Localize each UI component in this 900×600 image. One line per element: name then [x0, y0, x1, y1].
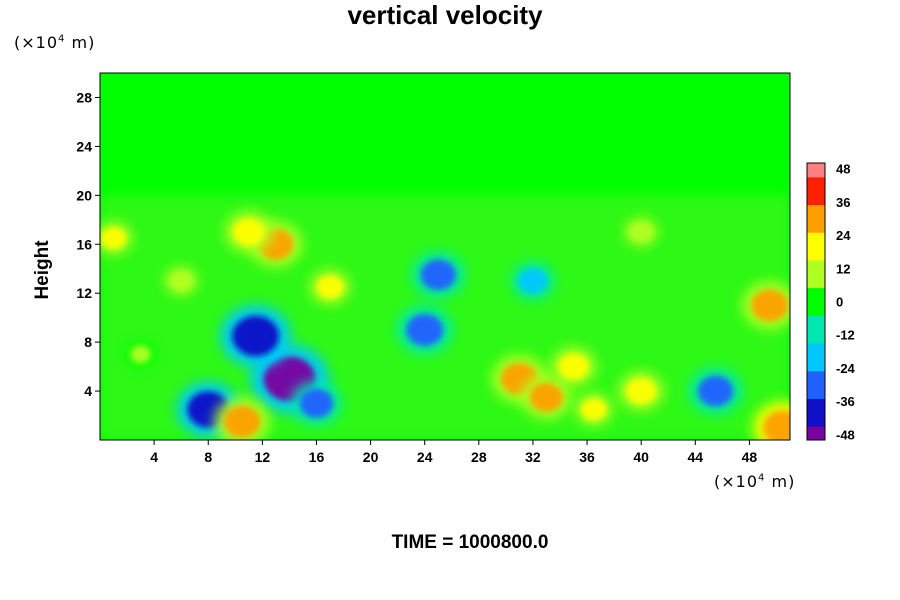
- x-tick-label: 24: [417, 449, 433, 465]
- colorbar-band: [807, 163, 825, 171]
- colorbar-band: [807, 204, 825, 212]
- colorbar-band: [807, 384, 825, 393]
- colorbar-band: [807, 433, 825, 441]
- plot-area: [100, 73, 790, 440]
- velocity-feature: [688, 367, 743, 415]
- colorbar-tick-label: -12: [836, 328, 855, 343]
- velocity-feature: [213, 397, 271, 440]
- colorbar-band: [807, 280, 825, 289]
- colorbar-band: [807, 287, 825, 296]
- x-tick-label: 28: [471, 449, 487, 465]
- colorbar-band: [807, 211, 825, 219]
- colorbar-band: [807, 190, 825, 199]
- velocity-feature: [550, 346, 597, 387]
- x-tick-label: 16: [309, 449, 325, 465]
- colorbar-band: [807, 232, 825, 240]
- y-axis: 4 8 12 16 20 24 28: [76, 89, 100, 399]
- y-tick-label: 8: [84, 334, 92, 350]
- colorbar-tick-label: 12: [836, 261, 850, 276]
- velocity-feature: [219, 304, 292, 368]
- velocity-feature: [309, 269, 351, 305]
- colorbar-band: [807, 266, 825, 275]
- velocity-feature: [411, 251, 466, 299]
- velocity-feature: [224, 210, 274, 254]
- colorbar-band: [807, 419, 825, 427]
- velocity-feature: [741, 280, 790, 330]
- colorbar-frame: [806, 162, 826, 441]
- colorbar-tick-label: -24: [836, 361, 856, 376]
- y-tick-label: 20: [76, 187, 92, 203]
- x-tick-label: 12: [255, 449, 271, 465]
- velocity-feature: [396, 305, 453, 355]
- colorbar-band: [807, 253, 825, 261]
- colorbar-band: [807, 370, 825, 379]
- colorbar-band: [807, 356, 825, 365]
- y-tick-label: 28: [76, 89, 92, 105]
- colorbar-band: [807, 259, 825, 268]
- colorbar: 48 36 24 12 0 -12 -24 -36 -48: [806, 162, 856, 442]
- x-axis: 4 8 12 16 20 24 28 32 36 40 44 48: [150, 440, 757, 465]
- colorbar-tick-label: -48: [836, 427, 855, 442]
- x-tick-label: 8: [204, 449, 212, 465]
- colorbar-tick-label: 24: [836, 228, 851, 243]
- y-tick-label: 16: [76, 236, 92, 252]
- colorbar-band: [807, 218, 825, 226]
- x-unit-label: (×104 m): [714, 472, 796, 491]
- y-tick-label: 4: [84, 383, 92, 399]
- y-tick-label: 24: [76, 138, 92, 154]
- colorbar-tick-label: -36: [836, 394, 855, 409]
- chart-title: vertical velocity: [347, 0, 543, 30]
- y-unit-label: (×104 m): [14, 33, 96, 52]
- velocity-feature: [624, 217, 658, 247]
- colorbar-band: [807, 398, 825, 406]
- y-tick-label: 12: [76, 285, 92, 301]
- x-tick-label: 48: [742, 449, 758, 465]
- x-tick-label: 40: [633, 449, 649, 465]
- colorbar-band: [807, 426, 825, 434]
- velocity-feature: [618, 370, 665, 412]
- colorbar-band: [807, 363, 825, 372]
- colorbar-band: [807, 239, 825, 247]
- colorbar-band: [807, 308, 825, 316]
- colorbar-band: [807, 246, 825, 254]
- colorbar-band: [807, 273, 825, 282]
- x-tick-label: 4: [150, 449, 158, 465]
- colorbar-band: [807, 169, 825, 178]
- colorbar-band: [807, 329, 825, 337]
- colorbar-band: [807, 343, 825, 351]
- colorbar-band: [807, 412, 825, 420]
- colorbar-band: [807, 391, 825, 399]
- colorbar-band: [807, 301, 825, 309]
- colorbar-band: [807, 336, 825, 344]
- colorbar-band: [807, 315, 825, 323]
- x-tick-label: 32: [525, 449, 541, 465]
- velocity-feature: [125, 340, 157, 368]
- plot-frame: [99, 72, 791, 441]
- colorbar-band: [807, 176, 825, 185]
- colorbar-band: [807, 183, 825, 192]
- colorbar-tick-label: 48: [836, 162, 850, 177]
- x-tick-label: 44: [688, 449, 704, 465]
- colorbar-tick-label: 36: [836, 195, 850, 210]
- x-tick-label: 36: [579, 449, 595, 465]
- velocity-feature: [752, 401, 790, 440]
- colorbar-band: [807, 225, 825, 233]
- velocity-feature: [520, 374, 573, 420]
- colorbar-band: [807, 322, 825, 330]
- colorbar-band: [807, 349, 825, 358]
- colorbar-band: [807, 405, 825, 413]
- velocity-feature: [290, 381, 343, 426]
- colorbar-band: [807, 377, 825, 386]
- velocity-feature: [164, 266, 198, 296]
- colorbar-band: [807, 294, 825, 302]
- colorbar-tick-label: 0: [836, 295, 843, 310]
- velocity-feature: [100, 221, 133, 255]
- velocity-features: [100, 210, 790, 440]
- x-tick-label: 20: [363, 449, 379, 465]
- velocity-feature: [511, 261, 555, 300]
- colorbar-band: [807, 197, 825, 206]
- time-label: TIME = 1000800.0: [391, 532, 549, 553]
- velocity-feature: [574, 392, 614, 427]
